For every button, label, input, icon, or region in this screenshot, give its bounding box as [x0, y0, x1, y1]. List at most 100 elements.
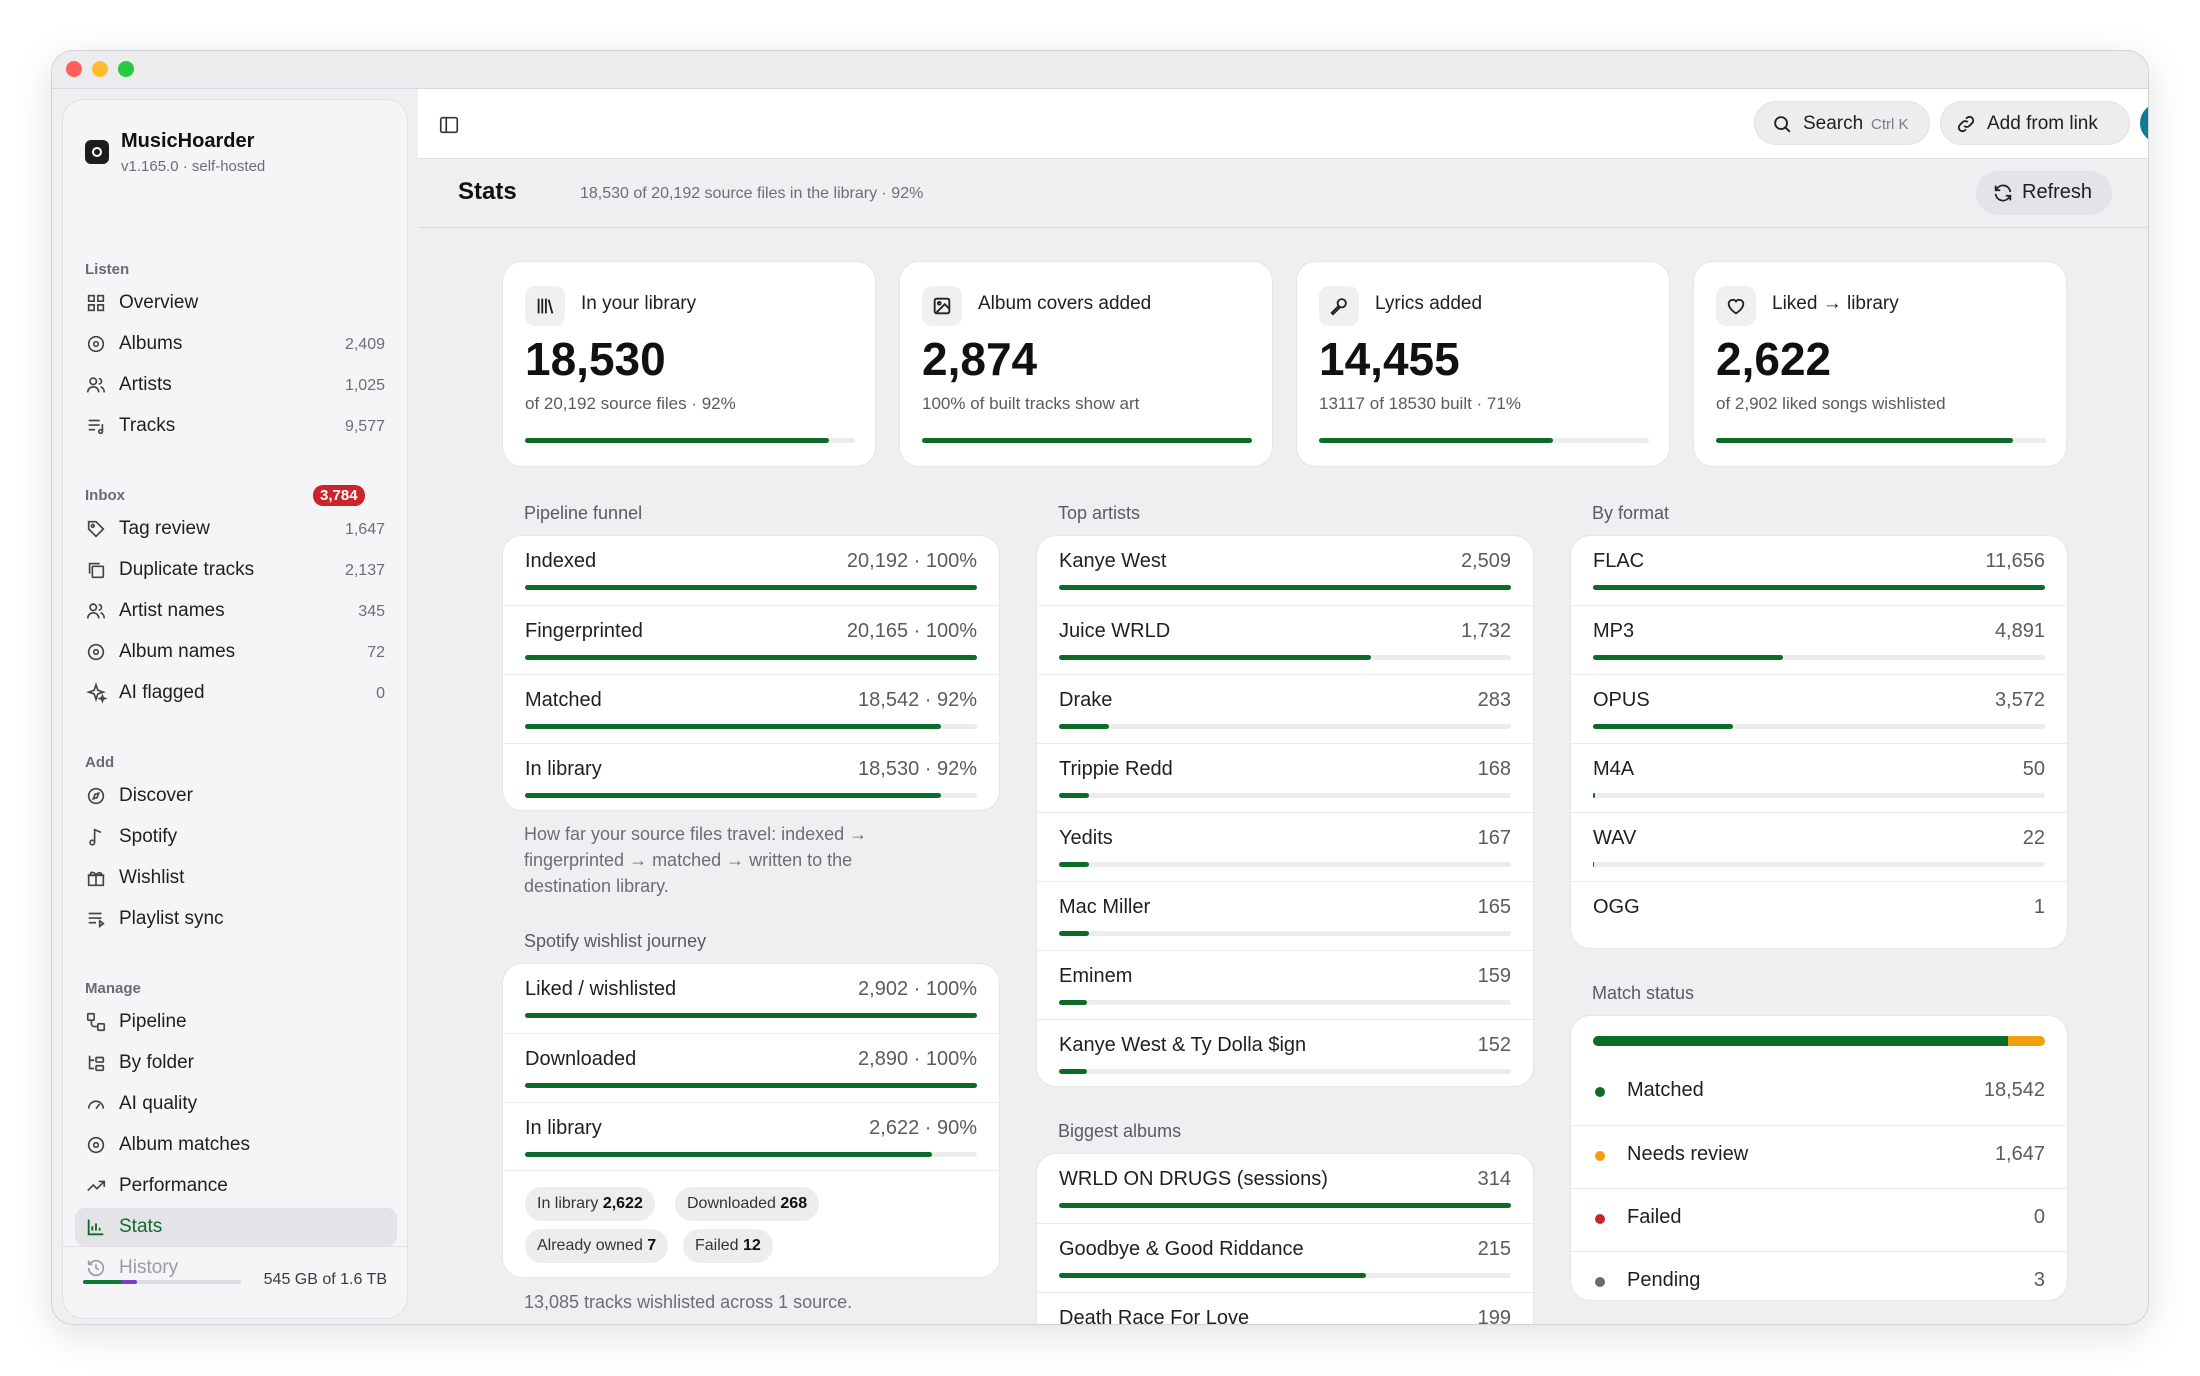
row-label: Mac Miller — [1059, 896, 1151, 918]
row-value: 20,165 · 100% — [846, 620, 977, 642]
history-icon — [87, 1259, 105, 1277]
sidebar-item-label: Wishlist — [119, 867, 185, 888]
row-value: 2,622 · 90% — [869, 1117, 977, 1139]
match-status-row[interactable]: Failed 0 — [1571, 1188, 2067, 1251]
row-bar — [1059, 1273, 1511, 1278]
artist-row[interactable]: Yedits 167 — [1037, 812, 1533, 881]
sidebar-item-performance[interactable]: Performance — [75, 1167, 397, 1205]
maximize-window-button[interactable] — [118, 61, 134, 77]
biggest-albums-card: WRLD ON DRUGS (sessions) 314 Goodbye & Go… — [1036, 1153, 1534, 1324]
row-label: Kanye West — [1059, 550, 1167, 572]
format-row[interactable]: FLAC 11,656 — [1571, 536, 2067, 605]
sidebar-item-stats[interactable]: Stats — [75, 1208, 397, 1246]
sidebar-item-count: 0 — [376, 685, 385, 702]
sidebar-item-tracks[interactable]: Tracks 9,577 — [75, 407, 397, 445]
kpi-note: 13117 of 18530 built · 71% — [1319, 394, 1521, 413]
match-status-row[interactable]: Needs review 1,647 — [1571, 1125, 2067, 1188]
album-row[interactable]: Death Race For Love 199 — [1037, 1292, 1533, 1324]
add-from-link-button[interactable]: Add from link — [1940, 101, 2130, 145]
sidebar-item-album-names[interactable]: Album names 72 — [75, 633, 397, 671]
sidebar-item-pipeline[interactable]: Pipeline — [75, 1003, 397, 1041]
album-row[interactable]: WRLD ON DRUGS (sessions) 314 — [1037, 1154, 1533, 1223]
sidebar-item-label: AI quality — [119, 1093, 198, 1114]
artist-row[interactable]: Trippie Redd 168 — [1037, 743, 1533, 812]
row-bar-fill — [1059, 724, 1109, 729]
row-value: 3,572 — [1994, 689, 2045, 711]
row-bar — [1593, 724, 2045, 729]
sidebar-item-tag-review[interactable]: Tag review 1,647 — [75, 510, 397, 548]
row-label: Juice WRLD — [1059, 620, 1171, 642]
spotify-row: Liked / wishlisted 2,902 · 100% — [503, 964, 999, 1033]
kpi-progress — [525, 438, 855, 443]
artist-row[interactable]: Kanye West & Ty Dolla $ign 152 — [1037, 1019, 1533, 1088]
refresh-icon — [1994, 184, 2012, 202]
inbox-count-badge: 3,784 — [313, 485, 365, 506]
sidebar-toggle-icon[interactable] — [438, 114, 460, 136]
album-row[interactable]: Goodbye & Good Riddance 215 — [1037, 1223, 1533, 1292]
pipeline-row: Fingerprinted 20,165 · 100% — [503, 605, 999, 674]
status-dot — [1595, 1151, 1605, 1161]
row-bar-fill — [1059, 1069, 1087, 1074]
pipeline-row: In library 18,530 · 92% — [503, 743, 999, 812]
row-value: 1,732 — [1460, 620, 1511, 642]
sidebar-item-count: 9,577 — [344, 418, 385, 435]
artist-row[interactable]: Mac Miller 165 — [1037, 881, 1533, 950]
trend-icon — [87, 1180, 106, 1192]
row-bar-fill — [1059, 585, 1511, 590]
title-bar — [52, 51, 2148, 89]
format-row[interactable]: WAV 22 — [1571, 812, 2067, 881]
page-subtitle: 18,530 of 20,192 source files in the lib… — [580, 185, 924, 202]
sidebar-item-album-matches[interactable]: Album matches — [75, 1126, 397, 1164]
app-version: v1.165.0 · self-hosted — [121, 158, 266, 175]
sidebar-item-by-folder[interactable]: By folder — [75, 1044, 397, 1082]
folder-tree-icon — [88, 1055, 105, 1072]
playlist-icon — [88, 912, 105, 928]
user-avatar[interactable]: JE — [2140, 103, 2148, 143]
row-bar — [525, 1083, 977, 1088]
sidebar-item-artists[interactable]: Artists 1,025 — [75, 366, 397, 404]
list-music-icon — [88, 419, 104, 435]
format-row[interactable]: M4A 50 — [1571, 743, 2067, 812]
row-bar — [1059, 585, 1511, 590]
minimize-window-button[interactable] — [92, 61, 108, 77]
brand[interactable]: MusicHoarder v1.165.0 · self-hosted — [85, 130, 385, 190]
sidebar-item-ai-flagged[interactable]: AI flagged 0 — [75, 674, 397, 712]
section-title-manage: Manage — [85, 980, 141, 997]
row-label: Goodbye & Good Riddance — [1059, 1238, 1304, 1260]
match-status-row[interactable]: Pending 3 — [1571, 1251, 2067, 1314]
chip-value: 7 — [647, 1237, 657, 1254]
sidebar-item-discover[interactable]: Discover — [75, 777, 397, 815]
top-artists-title: Top artists — [1058, 503, 1141, 523]
sidebar-item-history[interactable]: History — [75, 1249, 397, 1287]
row-bar — [525, 793, 977, 798]
artist-row[interactable]: Kanye West 2,509 — [1037, 536, 1533, 605]
spotify-card: Liked / wishlisted 2,902 · 100% Download… — [502, 963, 1000, 1278]
sidebar-item-overview[interactable]: Overview — [75, 284, 397, 322]
kpi-progress — [1716, 438, 2046, 443]
format-row[interactable]: OPUS 3,572 — [1571, 674, 2067, 743]
sidebar-item-artist-names[interactable]: Artist names 345 — [75, 592, 397, 630]
row-value: 20,192 · 100% — [846, 550, 977, 572]
match-status-row[interactable]: Matched 18,542 — [1571, 1062, 2067, 1125]
sidebar-item-wishlist[interactable]: Wishlist — [75, 859, 397, 897]
row-bar — [1059, 1069, 1511, 1074]
match-status-segment-matched — [1593, 1036, 2008, 1046]
artist-row[interactable]: Juice WRLD 1,732 — [1037, 605, 1533, 674]
search-button[interactable]: Search Ctrl K — [1754, 101, 1930, 145]
sidebar-item-duplicate-tracks[interactable]: Duplicate tracks 2,137 — [75, 551, 397, 589]
refresh-button[interactable]: Refresh — [1976, 171, 2112, 215]
sidebar-item-spotify[interactable]: Spotify — [75, 818, 397, 856]
sidebar-item-ai-quality[interactable]: AI quality — [75, 1085, 397, 1123]
sidebar-item-label: Stats — [119, 1216, 163, 1237]
disc-icon — [87, 643, 105, 661]
artist-row[interactable]: Drake 283 — [1037, 674, 1533, 743]
sidebar-item-label: Performance — [119, 1175, 228, 1196]
row-value: 2,890 · 100% — [858, 1048, 977, 1070]
artist-row[interactable]: Eminem 159 — [1037, 950, 1533, 1019]
sidebar-item-playlist-sync[interactable]: Playlist sync — [75, 900, 397, 938]
tag-icon — [87, 520, 105, 538]
sidebar-item-albums[interactable]: Albums 2,409 — [75, 325, 397, 363]
format-row[interactable]: OGG 1 — [1571, 881, 2067, 950]
format-row[interactable]: MP3 4,891 — [1571, 605, 2067, 674]
close-window-button[interactable] — [66, 61, 82, 77]
